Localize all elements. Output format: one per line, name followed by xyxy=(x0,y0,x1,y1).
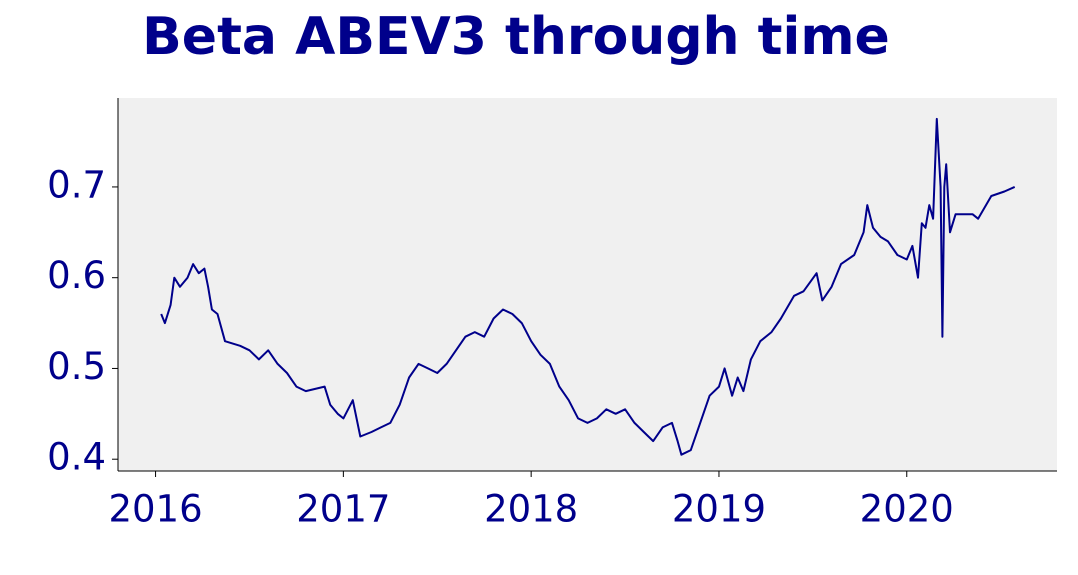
y-tick-label: 0.5 xyxy=(47,345,106,388)
x-tick-label: 2017 xyxy=(296,488,390,531)
y-tick-label: 0.6 xyxy=(47,254,106,297)
x-tick-label: 2019 xyxy=(672,488,766,531)
plot-area xyxy=(118,98,1057,471)
x-tick-label: 2016 xyxy=(108,488,202,531)
y-tick-label: 0.4 xyxy=(47,436,106,479)
chart-title: Beta ABEV3 through time xyxy=(142,7,890,67)
data-line xyxy=(160,117,1016,456)
y-tick-label: 0.7 xyxy=(47,163,106,206)
x-tick-label: 2018 xyxy=(484,488,578,531)
x-tick-label: 2020 xyxy=(860,488,954,531)
